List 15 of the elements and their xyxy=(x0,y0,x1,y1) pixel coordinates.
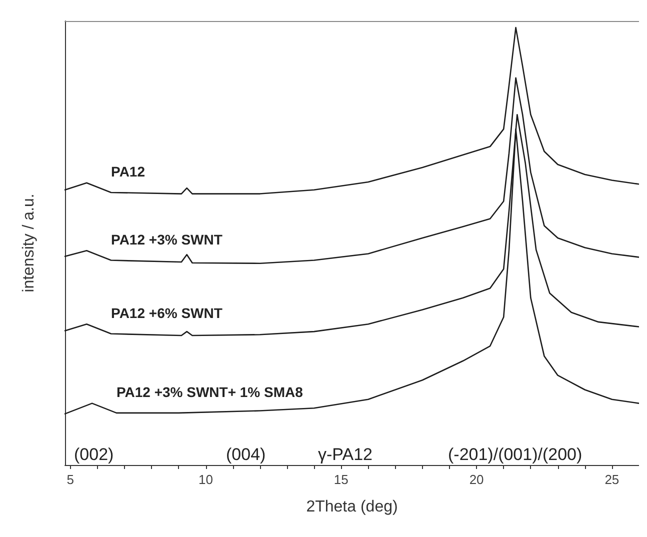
series-label: PA12 +3% SWNT+ 1% SMA8 xyxy=(116,384,304,400)
x-tick-label: 25 xyxy=(604,472,620,487)
x-tick-label: 10 xyxy=(198,472,214,487)
series-label: PA12 xyxy=(111,163,146,180)
annotation: (002) xyxy=(74,445,114,464)
annotation: (004) xyxy=(226,445,266,464)
x-tick-label: 5 xyxy=(66,472,74,487)
x-axis-title: 2Theta (deg) xyxy=(306,498,398,516)
annotation: γ-PA12 xyxy=(318,445,372,464)
series-label: PA12 +6% SWNT xyxy=(111,304,223,321)
series-label: PA12 +3% SWNT xyxy=(111,231,223,248)
x-tick-label: 20 xyxy=(469,472,484,487)
x-tick-label: 15 xyxy=(334,472,348,487)
annotation: (-201)/(001)/(200) xyxy=(448,445,582,464)
y-axis-title: intensity / a.u. xyxy=(20,194,38,292)
